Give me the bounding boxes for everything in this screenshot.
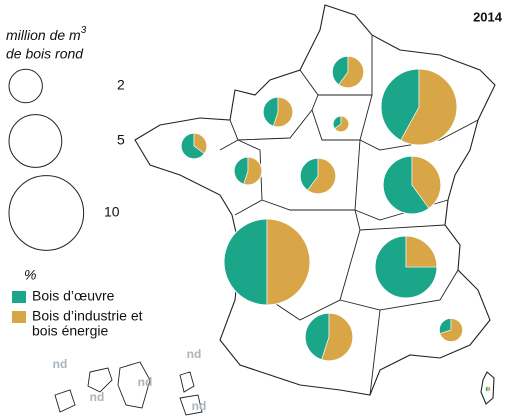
- size-legend-circle: [8, 114, 63, 168]
- size-legend-title-text: million de m: [6, 27, 81, 43]
- pie-outline: [233, 156, 263, 186]
- size-legend-label: 10: [104, 204, 120, 220]
- legend-label: Bois d’œuvre: [32, 288, 115, 304]
- size-legend-circle: [8, 68, 43, 104]
- pie-outline: [382, 155, 442, 215]
- pie-outline: [380, 68, 458, 146]
- pie-outline: [299, 157, 337, 195]
- nd-label: nd: [187, 347, 202, 361]
- nd-label: nd: [90, 390, 105, 404]
- pie-outline: [262, 96, 294, 128]
- title: 2014: [473, 9, 503, 24]
- size-legend-label: 5: [117, 132, 125, 148]
- pie-outline: [180, 132, 208, 160]
- legend-label: bois énergie: [32, 323, 108, 339]
- legend-swatch: [12, 291, 26, 303]
- pie-slice: [266, 218, 311, 306]
- france-outline: [134, 4, 496, 396]
- corsica: [480, 371, 495, 405]
- nd-label: nd: [192, 399, 207, 413]
- color-legend-title: %: [24, 267, 36, 283]
- legend-label: Bois d’industrie et: [32, 308, 143, 324]
- pie-outline: [304, 312, 354, 362]
- size-legend-label: 2: [117, 77, 125, 93]
- pie-outline: [484, 385, 492, 393]
- nd-label: nd: [53, 357, 68, 371]
- pie-outline: [438, 317, 464, 343]
- pie-outline: [332, 115, 350, 133]
- legend-swatch: [12, 311, 26, 323]
- size-legend-circle: [8, 175, 85, 251]
- nd-label: nd: [138, 375, 153, 389]
- size-legend-title: million de m3: [6, 25, 87, 43]
- overseas: [54, 361, 203, 416]
- pie-outline: [374, 235, 438, 299]
- pie-slice: [223, 218, 268, 306]
- pie-outline: [223, 218, 311, 306]
- size-legend-title-sup: 3: [81, 25, 87, 36]
- size-legend-title: de bois rond: [6, 46, 84, 62]
- pie-outline: [331, 55, 365, 89]
